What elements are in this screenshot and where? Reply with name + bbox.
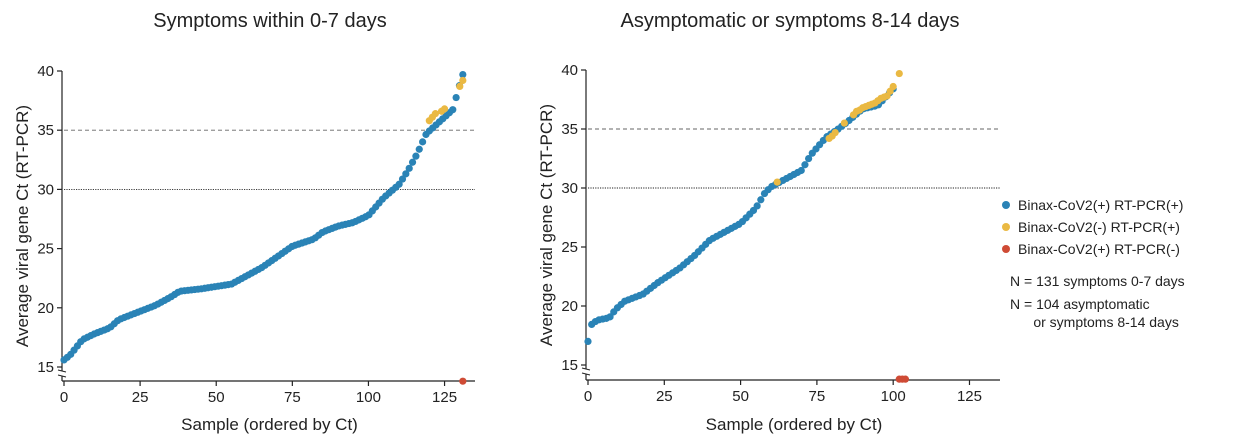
data-point <box>753 202 761 210</box>
x-tick-label-100: 100 <box>881 388 906 405</box>
legend-label-pos-neg: Binax-CoV2(+) RT-PCR(-) <box>1018 241 1180 257</box>
y-tick-label-15: 15 <box>561 357 578 374</box>
x-axis-label: Sample (ordered by Ct) <box>706 415 883 434</box>
legend-swatch-neg-pos <box>1002 223 1010 231</box>
series-pos_neg <box>459 377 467 385</box>
data-point <box>449 106 457 114</box>
sample-size-note-symptomatic: N = 131 symptoms 0-7 days <box>1010 273 1185 289</box>
legend-item-pos-neg: Binax-CoV2(+) RT-PCR(-) <box>1002 238 1185 260</box>
legend: Binax-CoV2(+) RT-PCR(+) Binax-CoV2(-) RT… <box>1002 194 1185 331</box>
data-point <box>405 164 413 172</box>
data-point <box>419 138 427 146</box>
y-tick-label-30: 30 <box>37 181 54 198</box>
y-axis-label: Average viral gene Ct (RT-PCR) <box>537 104 556 346</box>
data-point <box>452 93 460 102</box>
y-axis-label: Average viral gene Ct (RT-PCR) <box>13 105 32 347</box>
x-tick-label-0: 0 <box>584 388 592 405</box>
x-tick-label-0: 0 <box>60 389 68 406</box>
x-tick-label-25: 25 <box>656 388 673 405</box>
y-tick-label-40: 40 <box>37 63 54 80</box>
data-point <box>456 82 464 90</box>
series-pos_pos <box>584 85 897 345</box>
y-tick-label-30: 30 <box>561 180 578 197</box>
x-axis-label: Sample (ordered by Ct) <box>181 415 358 434</box>
chart-title: Symptoms within 0-7 days <box>153 10 386 32</box>
y-tick-label-20: 20 <box>561 298 578 315</box>
data-point <box>840 119 848 127</box>
data-point <box>757 196 765 204</box>
data-point <box>412 152 420 160</box>
data-point <box>606 313 614 321</box>
y-tick-label-35: 35 <box>561 121 578 138</box>
y-tick-label-15: 15 <box>37 359 54 376</box>
data-point <box>801 161 809 169</box>
y-axis-break-mark <box>581 367 591 371</box>
legend-label-pos-pos: Binax-CoV2(+) RT-PCR(+) <box>1018 197 1184 213</box>
legend-swatch-pos-pos <box>1002 201 1010 209</box>
data-point <box>415 145 423 153</box>
data-point <box>831 128 839 137</box>
chart-panel-symptoms-0-7: Symptoms within 0-7 days 15 20 25 30 35 40 0 25 5… <box>13 10 475 434</box>
sample-size-note-asymptomatic: N = 104 asymptomatic or symptoms 8-14 da… <box>1010 296 1179 330</box>
data-point <box>459 76 467 85</box>
series-neg_pos <box>773 69 903 186</box>
chart-panel-asymptomatic-8-14: Asymptomatic or symptoms 8-14 days 15 20 25… <box>537 10 1000 434</box>
chart-title: Asymptomatic or symptoms 8-14 days <box>621 10 960 32</box>
data-point <box>889 82 897 91</box>
y-axis-break-mark <box>57 369 67 373</box>
y-axis-break-mark <box>57 374 67 378</box>
data-point <box>459 377 467 385</box>
legend-label-neg-pos: Binax-CoV2(-) RT-PCR(+) <box>1018 219 1180 235</box>
data-point <box>773 178 781 186</box>
y-tick-label-20: 20 <box>37 300 54 317</box>
x-tick-label-75: 75 <box>284 389 301 406</box>
y-tick-label-40: 40 <box>561 62 578 79</box>
x-tick-label-50: 50 <box>208 389 225 406</box>
x-tick-label-125: 125 <box>957 388 982 405</box>
data-point <box>797 166 805 175</box>
data-point <box>805 154 813 163</box>
x-tick-label-100: 100 <box>356 389 381 406</box>
data-point <box>584 337 592 345</box>
y-axis-break-mark <box>581 372 591 376</box>
x-tick-label-125: 125 <box>432 389 457 406</box>
data-point <box>408 158 417 166</box>
y-tick-label-25: 25 <box>561 239 578 256</box>
y-tick-label-35: 35 <box>37 122 54 139</box>
legend-item-neg-pos: Binax-CoV2(-) RT-PCR(+) <box>1002 216 1185 238</box>
legend-swatch-pos-neg <box>1002 245 1010 253</box>
data-point <box>901 375 909 383</box>
legend-item-pos-pos: Binax-CoV2(+) RT-PCR(+) <box>1002 194 1185 216</box>
series-neg_pos <box>425 76 467 125</box>
data-point <box>431 110 440 118</box>
series-pos_neg <box>895 375 909 383</box>
x-tick-label-25: 25 <box>132 389 149 406</box>
data-point <box>402 170 410 178</box>
x-tick-label-75: 75 <box>809 388 826 405</box>
data-point <box>395 180 403 188</box>
series-pos_pos <box>60 70 467 364</box>
data-point <box>459 70 467 79</box>
data-point <box>440 105 449 113</box>
data-point <box>398 175 407 183</box>
y-tick-label-25: 25 <box>37 241 54 258</box>
data-point <box>895 69 903 78</box>
x-tick-label-50: 50 <box>732 388 749 405</box>
